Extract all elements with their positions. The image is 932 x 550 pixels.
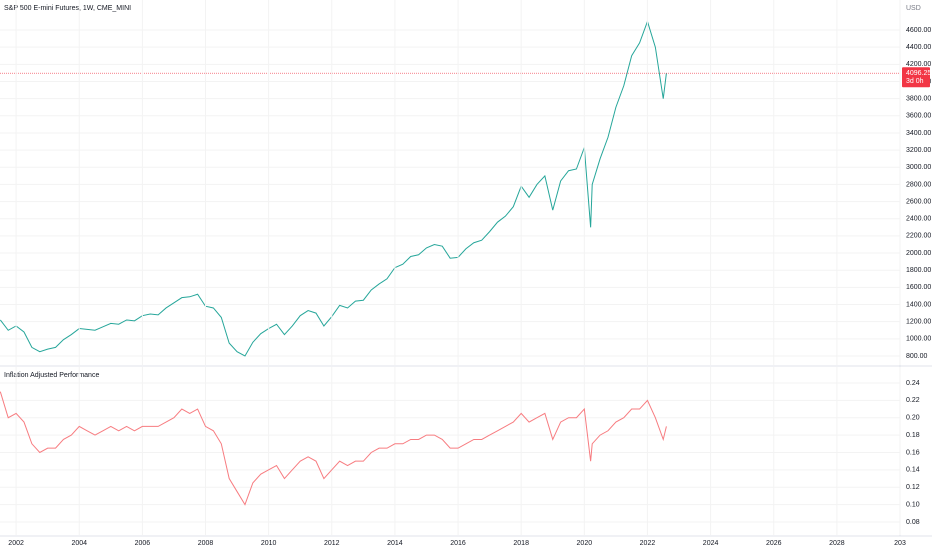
y-tick-label: 1600.00 [906, 284, 931, 291]
y-tick-label: 2400.00 [906, 216, 931, 223]
y-tick-label: 1000.00 [906, 336, 931, 343]
x-tick-label: 2028 [829, 540, 845, 547]
last-price-label: 4096.25 [906, 70, 931, 77]
y-tick-label: 2600.00 [906, 198, 931, 205]
x-tick-label: 2014 [387, 540, 403, 547]
x-tick-label: 2002 [8, 540, 24, 547]
x-tick-label: 2026 [766, 540, 782, 547]
y-tick-label: 800.00 [906, 353, 928, 360]
series-line [0, 19, 667, 357]
y-tick-label: 2800.00 [906, 181, 931, 188]
y-tick-label: 2000.00 [906, 250, 931, 257]
y-tick-label: 3800.00 [906, 95, 931, 102]
x-tick-label: 2004 [71, 540, 87, 547]
x-tick-label: 2006 [135, 540, 151, 547]
x-tick-label: 2018 [513, 540, 529, 547]
indicator-title: Inflation Adjusted Performance [4, 372, 99, 379]
y-tick-label: 0.10 [906, 501, 920, 508]
countdown-label: 3d 0h [906, 78, 924, 85]
series-line [0, 391, 667, 506]
x-tick-label: 2024 [703, 540, 719, 547]
y-tick-label: 4600.00 [906, 27, 931, 34]
x-tick-label: 2020 [577, 540, 593, 547]
y-tick-label: 3400.00 [906, 130, 931, 137]
y-tick-label: 3000.00 [906, 164, 931, 171]
y-axis-label: USD [906, 5, 921, 12]
x-tick-label: 2010 [261, 540, 277, 547]
y-tick-label: 3600.00 [906, 113, 931, 120]
x-tick-label: 203 [894, 540, 906, 547]
y-tick-label: 2200.00 [906, 233, 931, 240]
y-tick-label: 0.08 [906, 519, 920, 526]
x-tick-label: 2022 [640, 540, 656, 547]
y-tick-label: 0.22 [906, 397, 920, 404]
y-tick-label: 4200.00 [906, 61, 931, 68]
x-tick-label: 2008 [198, 540, 214, 547]
last-price-box [902, 67, 930, 88]
y-tick-label: 1800.00 [906, 267, 931, 274]
y-tick-label: 4400.00 [906, 44, 931, 51]
y-tick-label: 0.24 [906, 380, 920, 387]
y-tick-label: 0.14 [906, 467, 920, 474]
y-tick-label: 1400.00 [906, 301, 931, 308]
y-tick-label: 0.20 [906, 415, 920, 422]
x-tick-label: 2016 [450, 540, 466, 547]
x-tick-label: 2012 [324, 540, 340, 547]
y-tick-label: 0.16 [906, 449, 920, 456]
y-tick-label: 0.12 [906, 484, 920, 491]
y-tick-label: 1200.00 [906, 319, 931, 326]
y-tick-label: 0.18 [906, 432, 920, 439]
chart-title: S&P 500 E-mini Futures, 1W, CME_MINI [4, 5, 131, 12]
y-tick-label: 3200.00 [906, 147, 931, 154]
